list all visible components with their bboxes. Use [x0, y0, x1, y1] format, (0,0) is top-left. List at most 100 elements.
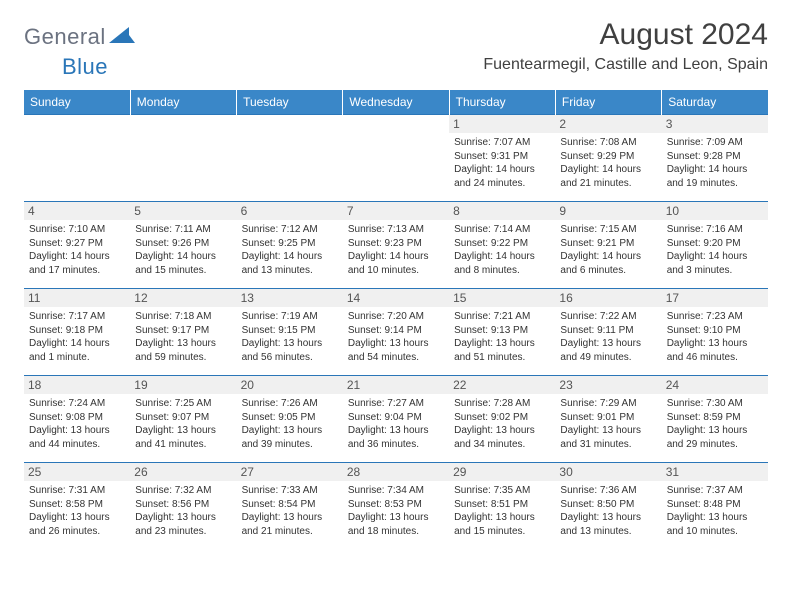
- day-detail: Sunrise: 7:19 AMSunset: 9:15 PMDaylight:…: [241, 310, 339, 364]
- day-number: 19: [130, 376, 236, 394]
- day-number: 23: [555, 376, 661, 394]
- sunrise-label: Sunrise: 7:23 AM: [667, 310, 763, 324]
- day-detail: Sunrise: 7:36 AMSunset: 8:50 PMDaylight:…: [559, 484, 657, 538]
- daylight-label: Daylight: 14 hours and 17 minutes.: [29, 250, 125, 277]
- day-number: 11: [24, 289, 130, 307]
- day-number: 7: [343, 202, 449, 220]
- sunset-label: Sunset: 9:25 PM: [242, 237, 338, 251]
- calendar-week-row: 4 Sunrise: 7:10 AMSunset: 9:27 PMDaylight…: [24, 202, 768, 289]
- day-names-row: Sunday Monday Tuesday Wednesday Thursday…: [24, 90, 768, 115]
- calendar-day-cell: 4 Sunrise: 7:10 AMSunset: 9:27 PMDaylight…: [24, 202, 130, 289]
- day-detail: Sunrise: 7:12 AMSunset: 9:25 PMDaylight:…: [241, 223, 339, 277]
- calendar-day-cell: 6 Sunrise: 7:12 AMSunset: 9:25 PMDaylight…: [237, 202, 343, 289]
- dayname-monday: Monday: [130, 90, 236, 115]
- sunrise-label: Sunrise: 7:36 AM: [560, 484, 656, 498]
- day-number: 29: [449, 463, 555, 481]
- daylight-label: Daylight: 13 hours and 39 minutes.: [242, 424, 338, 451]
- day-detail: Sunrise: 7:10 AMSunset: 9:27 PMDaylight:…: [28, 223, 126, 277]
- daylight-label: Daylight: 14 hours and 8 minutes.: [454, 250, 550, 277]
- day-number: 10: [662, 202, 768, 220]
- sunset-label: Sunset: 9:13 PM: [454, 324, 550, 338]
- sunrise-label: Sunrise: 7:19 AM: [242, 310, 338, 324]
- sunset-label: Sunset: 9:08 PM: [29, 411, 125, 425]
- day-number: 4: [24, 202, 130, 220]
- calendar-week-row: 1 Sunrise: 7:07 AMSunset: 9:31 PMDaylight…: [24, 115, 768, 202]
- sunrise-label: Sunrise: 7:07 AM: [454, 136, 550, 150]
- sunset-label: Sunset: 8:54 PM: [242, 498, 338, 512]
- dayname-sunday: Sunday: [24, 90, 130, 115]
- sunrise-label: Sunrise: 7:08 AM: [560, 136, 656, 150]
- sunrise-label: Sunrise: 7:35 AM: [454, 484, 550, 498]
- daylight-label: Daylight: 13 hours and 34 minutes.: [454, 424, 550, 451]
- sunrise-label: Sunrise: 7:22 AM: [560, 310, 656, 324]
- logo-text-general: General: [24, 24, 106, 50]
- calendar-day-cell: 30 Sunrise: 7:36 AMSunset: 8:50 PMDayligh…: [555, 463, 661, 550]
- day-detail: Sunrise: 7:09 AMSunset: 9:28 PMDaylight:…: [666, 136, 764, 190]
- sunrise-label: Sunrise: 7:25 AM: [135, 397, 231, 411]
- sunset-label: Sunset: 9:18 PM: [29, 324, 125, 338]
- sunset-label: Sunset: 8:53 PM: [348, 498, 444, 512]
- calendar-week-row: 25Sunrise: 7:31 AMSunset: 8:58 PMDayligh…: [24, 463, 768, 550]
- calendar-day-cell: [24, 115, 130, 202]
- sunrise-label: Sunrise: 7:32 AM: [135, 484, 231, 498]
- day-number: 5: [130, 202, 236, 220]
- calendar-day-cell: 1 Sunrise: 7:07 AMSunset: 9:31 PMDaylight…: [449, 115, 555, 202]
- sunrise-label: Sunrise: 7:24 AM: [29, 397, 125, 411]
- day-number: 2: [555, 115, 661, 133]
- sunset-label: Sunset: 9:27 PM: [29, 237, 125, 251]
- day-detail: Sunrise: 7:26 AMSunset: 9:05 PMDaylight:…: [241, 397, 339, 451]
- calendar-page: General August 2024 Fuentearmegil, Casti…: [0, 0, 792, 559]
- logo-triangle-icon: [109, 25, 135, 50]
- calendar-day-cell: 3Sunrise: 7:09 AMSunset: 9:28 PMDaylight…: [662, 115, 768, 202]
- sunset-label: Sunset: 9:01 PM: [560, 411, 656, 425]
- day-detail: Sunrise: 7:37 AMSunset: 8:48 PMDaylight:…: [666, 484, 764, 538]
- calendar-day-cell: 20Sunrise: 7:26 AMSunset: 9:05 PMDayligh…: [237, 376, 343, 463]
- day-detail: Sunrise: 7:15 AMSunset: 9:21 PMDaylight:…: [559, 223, 657, 277]
- calendar-day-cell: 16Sunrise: 7:22 AMSunset: 9:11 PMDayligh…: [555, 289, 661, 376]
- calendar-day-cell: 29Sunrise: 7:35 AMSunset: 8:51 PMDayligh…: [449, 463, 555, 550]
- month-title: August 2024: [483, 18, 768, 52]
- sunrise-label: Sunrise: 7:16 AM: [667, 223, 763, 237]
- calendar-day-cell: 11 Sunrise: 7:17 AMSunset: 9:18 PMDayligh…: [24, 289, 130, 376]
- day-detail: Sunrise: 7:25 AMSunset: 9:07 PMDaylight:…: [134, 397, 232, 451]
- sunrise-label: Sunrise: 7:33 AM: [242, 484, 338, 498]
- daylight-label: Daylight: 14 hours and 6 minutes.: [560, 250, 656, 277]
- calendar-day-cell: 25Sunrise: 7:31 AMSunset: 8:58 PMDayligh…: [24, 463, 130, 550]
- calendar-day-cell: 8 Sunrise: 7:14 AMSunset: 9:22 PMDaylight…: [449, 202, 555, 289]
- day-detail: Sunrise: 7:14 AMSunset: 9:22 PMDaylight:…: [453, 223, 551, 277]
- calendar-day-cell: 19 Sunrise: 7:25 AMSunset: 9:07 PMDayligh…: [130, 376, 236, 463]
- sunrise-label: Sunrise: 7:20 AM: [348, 310, 444, 324]
- day-number: 17: [662, 289, 768, 307]
- day-number: 31: [662, 463, 768, 481]
- daylight-label: Daylight: 13 hours and 56 minutes.: [242, 337, 338, 364]
- day-detail: Sunrise: 7:17 AMSunset: 9:18 PMDaylight:…: [28, 310, 126, 364]
- day-number: 28: [343, 463, 449, 481]
- sunset-label: Sunset: 9:04 PM: [348, 411, 444, 425]
- daylight-label: Daylight: 13 hours and 41 minutes.: [135, 424, 231, 451]
- daylight-label: Daylight: 13 hours and 13 minutes.: [560, 511, 656, 538]
- day-number: 26: [130, 463, 236, 481]
- daylight-label: Daylight: 14 hours and 24 minutes.: [454, 163, 550, 190]
- day-number: 1: [449, 115, 555, 133]
- sunset-label: Sunset: 9:20 PM: [667, 237, 763, 251]
- day-detail: Sunrise: 7:24 AMSunset: 9:08 PMDaylight:…: [28, 397, 126, 451]
- sunset-label: Sunset: 9:21 PM: [560, 237, 656, 251]
- logo-text-blue: Blue: [62, 54, 108, 79]
- day-number: 6: [237, 202, 343, 220]
- sunset-label: Sunset: 8:56 PM: [135, 498, 231, 512]
- day-number: 30: [555, 463, 661, 481]
- day-detail: Sunrise: 7:31 AMSunset: 8:58 PMDaylight:…: [28, 484, 126, 538]
- day-detail: Sunrise: 7:29 AMSunset: 9:01 PMDaylight:…: [559, 397, 657, 451]
- day-detail: Sunrise: 7:13 AMSunset: 9:23 PMDaylight:…: [347, 223, 445, 277]
- daylight-label: Daylight: 13 hours and 49 minutes.: [560, 337, 656, 364]
- day-number: 8: [449, 202, 555, 220]
- day-detail: Sunrise: 7:18 AMSunset: 9:17 PMDaylight:…: [134, 310, 232, 364]
- day-number: 13: [237, 289, 343, 307]
- calendar-table: Sunday Monday Tuesday Wednesday Thursday…: [24, 90, 768, 549]
- sunset-label: Sunset: 9:02 PM: [454, 411, 550, 425]
- sunset-label: Sunset: 9:31 PM: [454, 150, 550, 164]
- title-block: August 2024 Fuentearmegil, Castille and …: [483, 18, 768, 74]
- dayname-tuesday: Tuesday: [237, 90, 343, 115]
- sunrise-label: Sunrise: 7:15 AM: [560, 223, 656, 237]
- sunset-label: Sunset: 8:48 PM: [667, 498, 763, 512]
